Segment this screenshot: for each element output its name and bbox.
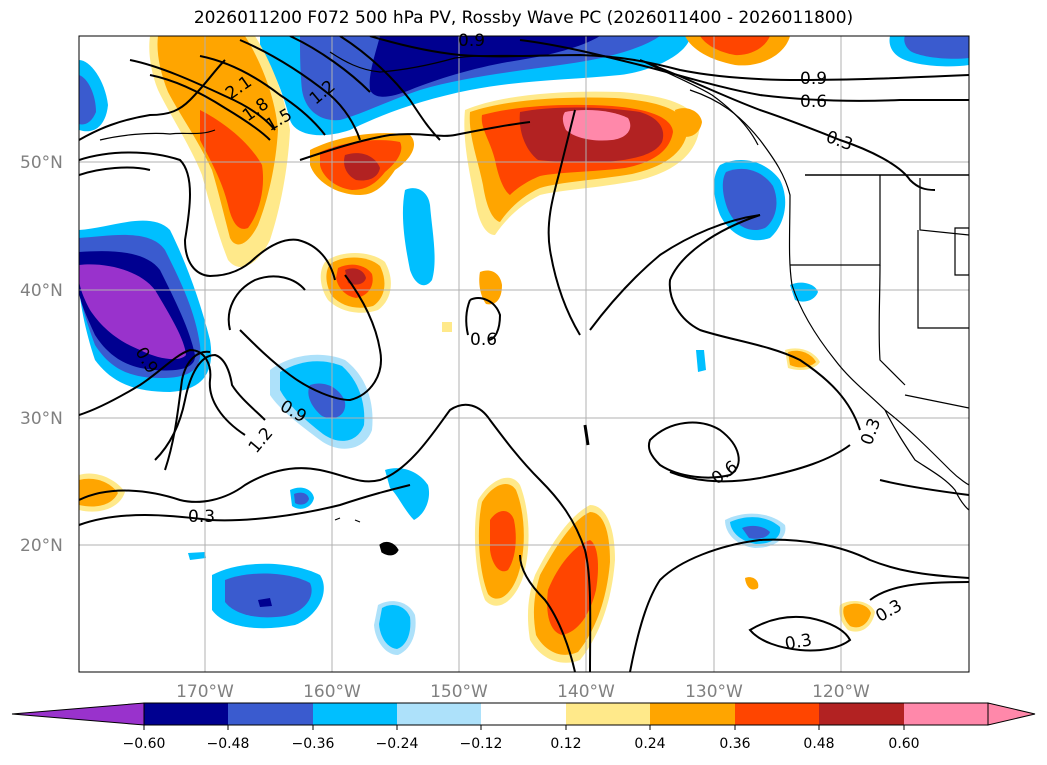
colorbar-segment: [650, 703, 735, 725]
lat-label: 20°N: [20, 536, 63, 556]
map-border: [78, 35, 970, 673]
lat-label: 50°N: [20, 153, 63, 173]
lon-label: 170°W: [176, 682, 234, 702]
lon-label: 120°W: [812, 682, 870, 702]
colorbar-tick-label: −0.60: [123, 736, 166, 752]
lat-label: 30°N: [20, 409, 63, 429]
contour-label: 0.9: [800, 69, 827, 89]
colorbar-segment: [735, 703, 819, 725]
colorbar-tick-label: −0.12: [460, 736, 503, 752]
contour-label: 0.9: [458, 31, 485, 51]
lon-label: 130°W: [685, 682, 743, 702]
colorbar-tick-label: 0.36: [719, 736, 750, 752]
longitude-labels: 170°W 160°W 150°W 140°W 130°W 120°W: [176, 682, 870, 702]
colorbar-segment: [397, 703, 481, 725]
contour-label: 0.3: [783, 630, 813, 654]
colorbar-extend-left: [11, 702, 145, 726]
lon-label: 160°W: [303, 682, 361, 702]
colorbar-tick-label: 0.60: [888, 736, 919, 752]
colorbar-tick-label: 0.48: [803, 736, 834, 752]
colorbar-segment: [313, 703, 397, 725]
colorbar-segment: [819, 703, 904, 725]
graticule: [79, 36, 969, 672]
colorbar-segment: [904, 703, 988, 725]
lon-label: 140°W: [557, 682, 615, 702]
lat-label: 40°N: [20, 281, 63, 301]
contour-label: 0.6: [470, 330, 497, 350]
colorbar-segment: [566, 703, 650, 725]
lon-label: 150°W: [430, 682, 488, 702]
colorbar-segment: [481, 703, 566, 725]
map-title: 2026011200 F072 500 hPa PV, Rossby Wave …: [193, 8, 854, 28]
pv-shading: [79, 36, 969, 663]
colorbar-tick-label: −0.24: [376, 736, 419, 752]
colorbar-tick-label: 0.12: [550, 736, 581, 752]
colorbar-tick-label: 0.24: [634, 736, 665, 752]
contour-label: 0.6: [800, 92, 827, 112]
colorbar-segment: [228, 703, 313, 725]
latitude-labels: 50°N 40°N 30°N 20°N: [20, 153, 63, 556]
colorbar-extend-right: [987, 702, 1036, 726]
colorbar-segment: [144, 703, 228, 725]
contour-label: 0.3: [188, 507, 215, 527]
colorbar: −0.60 −0.48 −0.36 −0.24 −0.12 0.12 0.24 …: [11, 702, 1036, 752]
colorbar-tick-label: −0.48: [207, 736, 250, 752]
colorbar-tick-label: −0.36: [292, 736, 335, 752]
contour-lines: [79, 36, 969, 672]
